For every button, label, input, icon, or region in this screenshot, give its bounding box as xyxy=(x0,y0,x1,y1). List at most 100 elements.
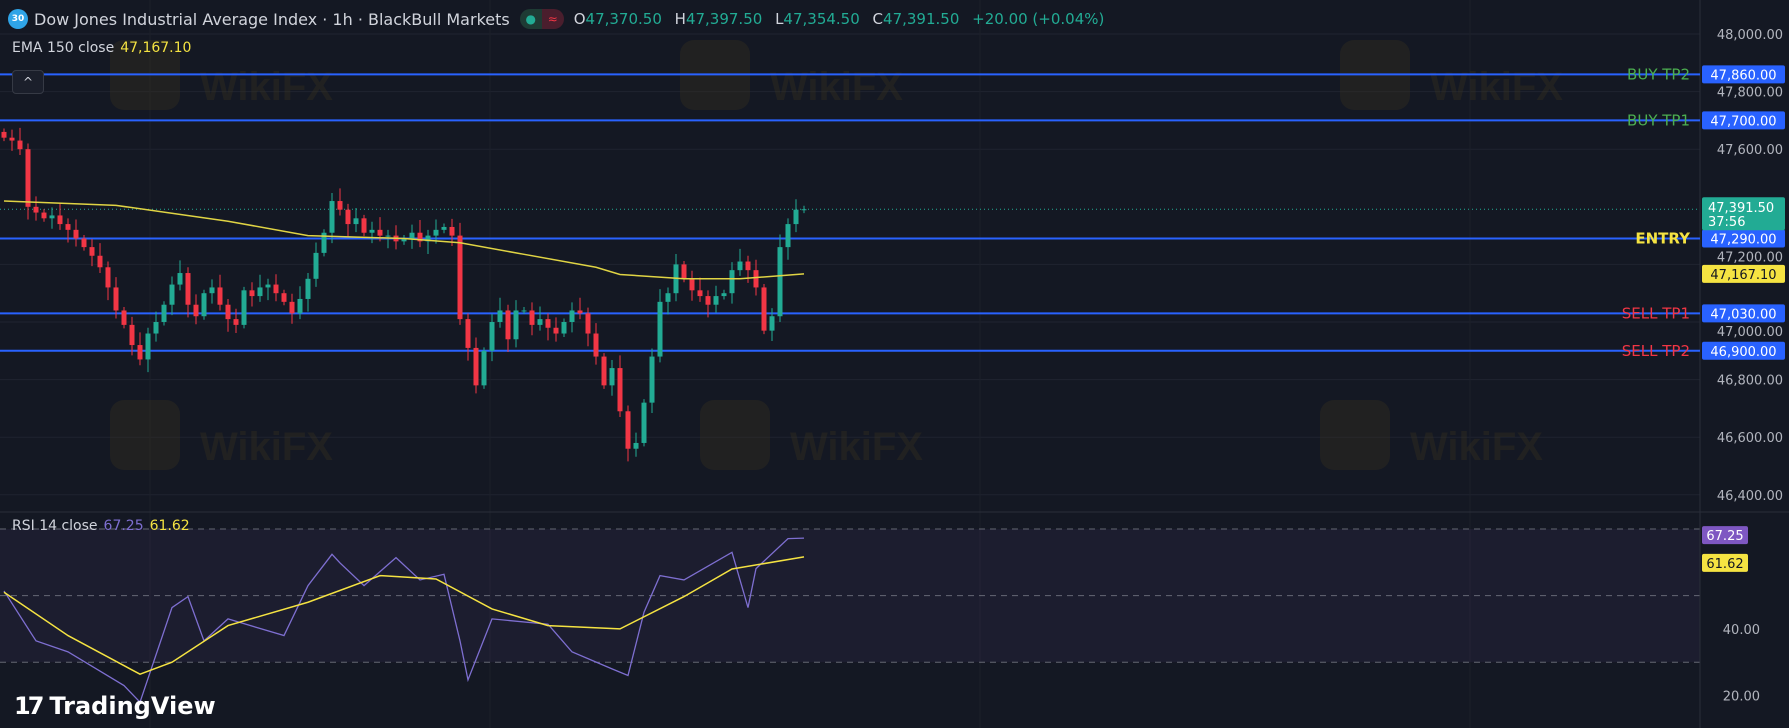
level-price-tag: 47,700.00 xyxy=(1710,114,1776,129)
candle-body xyxy=(273,284,279,294)
symbol-badge[interactable]: 30 xyxy=(8,9,28,29)
last-price-tag: 47,391.50 xyxy=(1708,201,1774,216)
price-tick: 46,600.00 xyxy=(1717,431,1783,446)
candle-body xyxy=(297,298,303,314)
candle-body xyxy=(89,247,95,256)
candle-body xyxy=(721,293,727,297)
candle-body xyxy=(657,301,663,357)
open-value: 47,370.50 xyxy=(585,10,662,28)
candle-body xyxy=(153,322,159,334)
countdown-tag: 37:56 xyxy=(1708,215,1745,230)
ema-legend-value: 47,167.10 xyxy=(120,40,192,56)
candle-body xyxy=(225,304,231,320)
candle-body xyxy=(401,238,407,242)
level-label: BUY TP2 xyxy=(1627,65,1690,83)
candle-body xyxy=(217,287,223,305)
candle-body xyxy=(337,201,343,210)
candle-body xyxy=(777,247,783,317)
level-price-tag-bg xyxy=(1702,111,1785,130)
level-price-tag-bg xyxy=(1702,229,1785,248)
candle-body xyxy=(521,310,527,312)
candle-body xyxy=(729,270,735,294)
candle-body xyxy=(193,304,199,317)
candle-body xyxy=(1,131,7,138)
candle-body xyxy=(329,201,335,233)
candle-body xyxy=(697,290,703,297)
watermark-text: WikiFX xyxy=(1410,425,1543,469)
candle-body xyxy=(249,290,255,297)
ema-price-tag: 47,167.10 xyxy=(1710,268,1776,283)
candle-body xyxy=(785,224,791,248)
candle-body xyxy=(145,333,151,360)
tradingview-logo-text: TradingView xyxy=(49,692,216,720)
candle-body xyxy=(489,322,495,351)
candle-body xyxy=(737,261,743,271)
candle-body xyxy=(625,411,631,449)
price-tick: 46,800.00 xyxy=(1717,374,1783,389)
candle-body xyxy=(713,296,719,305)
rsi-value-tag: 67.25 xyxy=(1706,529,1743,544)
watermark-logo-icon xyxy=(110,400,180,470)
candle-body xyxy=(649,356,655,403)
candle-body xyxy=(529,310,535,325)
low-value: 47,354.50 xyxy=(783,10,860,28)
chart-header: 30 Dow Jones Industrial Average Index · … xyxy=(8,9,1112,29)
tradingview-logo[interactable]: 17 TradingView xyxy=(14,692,216,720)
rsi-legend[interactable]: RSI 14 close 67.25 61.62 xyxy=(12,518,190,534)
candle-body xyxy=(377,229,383,236)
rsi-ma-value-tag-bg xyxy=(1702,553,1748,572)
level-price-tag-bg xyxy=(1702,341,1785,360)
candle-body xyxy=(241,290,247,325)
candle-body xyxy=(137,345,143,360)
candle-body xyxy=(505,310,511,340)
candle-body xyxy=(681,264,687,279)
tradingview-mark-icon: 17 xyxy=(14,692,44,720)
candle-body xyxy=(33,206,39,213)
candle-body xyxy=(9,137,15,141)
candle-body xyxy=(41,212,47,219)
candle-body xyxy=(313,252,319,279)
candle-body xyxy=(105,267,111,288)
candle-body xyxy=(641,402,647,443)
ema-legend-label: EMA 150 close xyxy=(12,40,115,56)
candle-body xyxy=(353,218,359,225)
candle-body xyxy=(473,347,479,386)
candle-body xyxy=(441,226,447,230)
candle-body xyxy=(513,310,519,340)
rsi-value-tag-bg xyxy=(1702,526,1748,545)
high-key: H xyxy=(674,10,686,28)
candle-body xyxy=(369,229,375,233)
candle-body xyxy=(769,316,775,331)
high-value: 47,397.50 xyxy=(685,10,763,28)
watermark-logo-icon xyxy=(700,400,770,470)
candle-body xyxy=(169,284,175,305)
candle-body xyxy=(233,319,239,325)
watermark-text: WikiFX xyxy=(770,65,903,109)
collapse-legend-button[interactable]: ^ xyxy=(12,70,44,94)
candle-body xyxy=(665,293,671,302)
market-open-dot-icon: ● xyxy=(519,9,542,29)
level-label: SELL TP2 xyxy=(1622,342,1690,360)
candle-body xyxy=(209,287,215,294)
level-price-tag: 47,030.00 xyxy=(1710,307,1776,322)
candle-body xyxy=(57,215,63,225)
market-status[interactable]: ● ≈ xyxy=(519,9,564,29)
candle-body xyxy=(81,238,87,248)
rsi-legend-value: 67.25 xyxy=(103,518,144,534)
price-tick: 47,600.00 xyxy=(1717,143,1783,158)
candle-body xyxy=(73,229,79,239)
candle-body xyxy=(321,232,327,253)
ema-legend[interactable]: EMA 150 close 47,167.10 xyxy=(12,40,191,56)
candle-body xyxy=(689,278,695,291)
candle-body xyxy=(545,319,551,328)
candle-body xyxy=(201,293,207,317)
symbol-title[interactable]: Dow Jones Industrial Average Index · 1h … xyxy=(34,9,510,29)
candle-body xyxy=(793,209,799,225)
candle-body xyxy=(161,304,167,322)
candle-body xyxy=(25,149,31,207)
price-tick: 48,000.00 xyxy=(1717,28,1783,43)
candle-body xyxy=(753,270,759,288)
candle-body xyxy=(497,310,503,322)
candle-body xyxy=(121,310,127,325)
